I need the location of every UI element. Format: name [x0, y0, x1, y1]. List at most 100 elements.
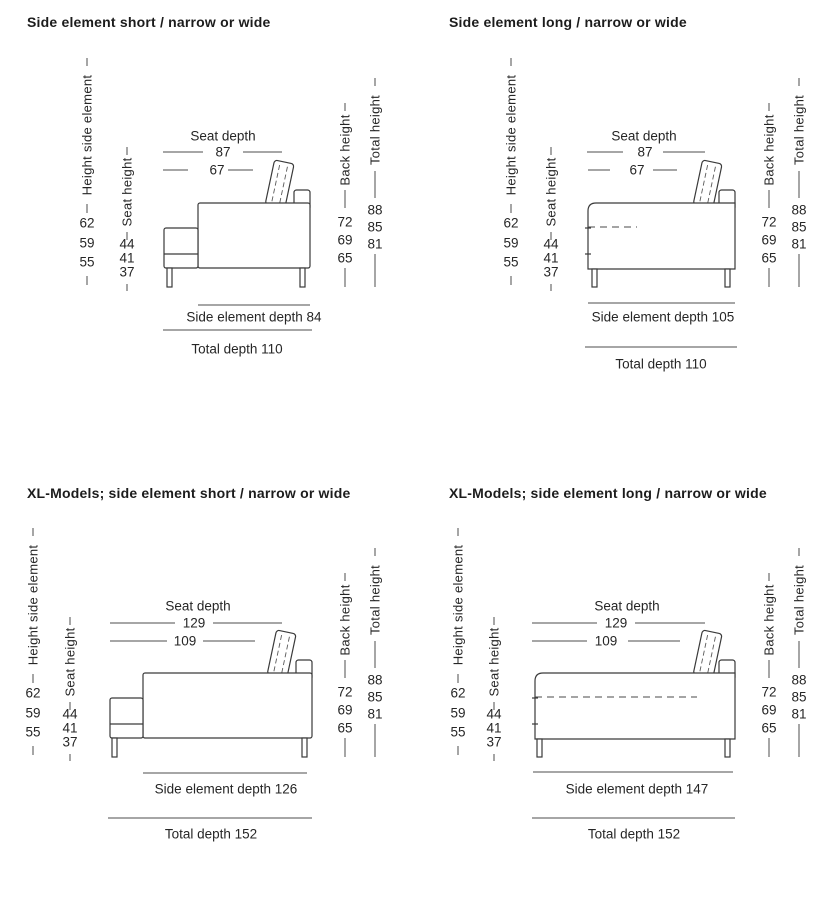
- total-depth-label: Total depth 110: [615, 357, 706, 372]
- back-height-column: Back height 72 69 65: [337, 103, 353, 287]
- height-value: 59: [503, 236, 518, 251]
- back-leg: [299, 267, 306, 288]
- seat-height-value: 41: [119, 251, 134, 266]
- height-value: 62: [25, 686, 40, 701]
- back-height-value: 72: [761, 685, 776, 700]
- front-leg: [591, 268, 598, 288]
- total-height-column: Total height 88 85 81: [791, 548, 807, 757]
- total-height-value: 81: [791, 237, 806, 252]
- seat-depth-label: Seat depth: [165, 599, 230, 614]
- total-height-value: 85: [791, 220, 806, 235]
- back-height-value: 69: [337, 703, 352, 718]
- total-height-value: 85: [367, 220, 382, 235]
- seat-height-value: 41: [62, 721, 77, 736]
- back-leg: [301, 737, 308, 758]
- height-value: 55: [79, 255, 94, 270]
- back-height-value: 65: [761, 251, 776, 266]
- back-height-value: 65: [337, 721, 352, 736]
- seat-depth-label: Seat depth: [190, 129, 255, 144]
- height-value: 59: [450, 706, 465, 721]
- seat-depth-value: 67: [629, 163, 644, 178]
- seat-height-label: Seat height: [63, 627, 78, 696]
- panel-title: XL-Models; side element long / narrow or…: [449, 485, 767, 501]
- side-element-depth-label: Side element depth 126: [155, 782, 298, 797]
- sofa-side-view: [585, 159, 736, 288]
- back-cushion: [693, 159, 723, 209]
- sofa-body: [197, 202, 311, 269]
- dimension-diagram: Height side element 62 59 55 Seat height…: [25, 528, 383, 842]
- height-value: 62: [450, 686, 465, 701]
- panel-xl-side-element-long: XL-Models; side element long / narrow or…: [424, 470, 835, 903]
- height-side-element-column: Height side element 62 59 55: [25, 528, 41, 755]
- seat-depth-value: 67: [209, 163, 224, 178]
- seat-depth-value: 87: [637, 145, 652, 160]
- back-cushion: [265, 159, 295, 209]
- seat-height-value: 37: [486, 735, 501, 750]
- back-height-value: 65: [337, 251, 352, 266]
- panel-xl-side-element-short: XL-Models; side element short / narrow o…: [0, 470, 411, 903]
- sofa-body: [534, 672, 736, 740]
- height-value: 59: [79, 236, 94, 251]
- side-element-arm: [163, 227, 199, 269]
- seat-height-value: 37: [543, 265, 558, 280]
- total-height-value: 85: [791, 690, 806, 705]
- side-element-depth-label: Side element depth 84: [186, 310, 322, 325]
- seat-height-column: Seat height 44 41 37: [486, 617, 502, 761]
- front-leg: [536, 738, 543, 758]
- sofa-body: [587, 202, 736, 270]
- seat-depth-value: 87: [215, 145, 230, 160]
- panel-side-element-long: Side element long / narrow or wide Heigh…: [424, 0, 835, 433]
- front-leg: [111, 737, 118, 758]
- height-side-element-label: Height side element: [504, 75, 519, 196]
- height-value: 55: [25, 725, 40, 740]
- seat-depth-value: 109: [595, 634, 618, 649]
- height-value: 62: [503, 216, 518, 231]
- total-height-label: Total height: [792, 95, 807, 165]
- total-height-label: Total height: [792, 565, 807, 635]
- back-height-value: 69: [761, 233, 776, 248]
- seat-depth-value: 129: [605, 616, 628, 631]
- total-height-value: 81: [367, 237, 382, 252]
- seat-depth-value: 129: [183, 616, 206, 631]
- back-height-column: Back height 72 69 65: [761, 573, 777, 757]
- back-height-value: 69: [337, 233, 352, 248]
- height-side-element-label: Height side element: [80, 75, 95, 196]
- panel-title: XL-Models; side element short / narrow o…: [27, 485, 351, 501]
- seat-height-column: Seat height 44 41 37: [543, 147, 559, 291]
- back-height-value: 72: [337, 215, 352, 230]
- side-element-depth-label: Side element depth 105: [592, 310, 735, 325]
- seat-depth-label: Seat depth: [611, 129, 676, 144]
- seat-height-value: 44: [543, 237, 559, 252]
- seat-height-label: Seat height: [120, 157, 135, 226]
- height-side-element-column: Height side element 62 59 55: [79, 58, 95, 285]
- seat-height-value: 41: [486, 721, 501, 736]
- total-height-value: 88: [791, 203, 806, 218]
- height-value: 55: [503, 255, 518, 270]
- height-value: 59: [25, 706, 40, 721]
- back-cushion: [693, 629, 723, 679]
- depth-dimensions: Side element depth 84 Total depth 110: [163, 304, 322, 357]
- total-height-label: Total height: [368, 95, 383, 165]
- seat-depth-value: 109: [174, 634, 197, 649]
- total-height-column: Total height 88 85 81: [367, 548, 383, 757]
- depth-dimensions: Side element depth 126 Total depth 152: [108, 772, 312, 842]
- seat-depth-dimension: Seat depth 129 109: [532, 599, 705, 649]
- seat-height-value: 37: [62, 735, 77, 750]
- back-height-value: 69: [761, 703, 776, 718]
- total-height-column: Total height 88 85 81: [367, 78, 383, 287]
- back-height-label: Back height: [762, 114, 777, 185]
- height-value: 62: [79, 216, 94, 231]
- height-side-element-column: Height side element 62 59 55: [503, 58, 519, 285]
- seat-depth-dimension: Seat depth 129 109: [110, 599, 282, 649]
- back-height-label: Back height: [338, 584, 353, 655]
- panel-title: Side element short / narrow or wide: [27, 14, 271, 30]
- seat-height-value: 41: [543, 251, 558, 266]
- front-leg: [166, 267, 173, 288]
- dimension-diagram: Height side element 62 59 55 Seat height…: [79, 58, 383, 357]
- back-cushion: [267, 629, 297, 679]
- sofa-side-view: [163, 159, 311, 288]
- seat-depth-label: Seat depth: [594, 599, 659, 614]
- total-height-value: 85: [367, 690, 382, 705]
- back-height-value: 72: [337, 685, 352, 700]
- back-height-label: Back height: [762, 584, 777, 655]
